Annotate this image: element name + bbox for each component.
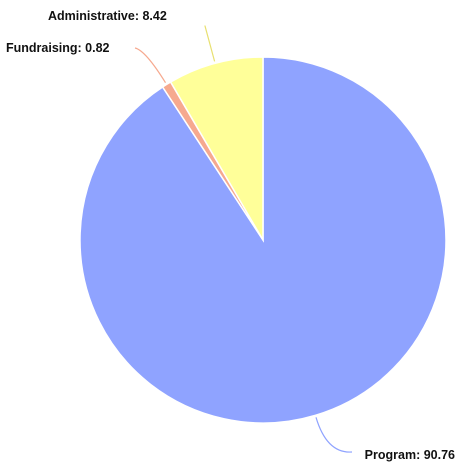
pie-slices: [79, 56, 447, 424]
leader-lines: [134, 25, 353, 453]
leader-fundraising: [134, 47, 167, 84]
label-administrative: Administrative: 8.42: [48, 9, 167, 23]
leader-program: [315, 417, 353, 453]
slice-labels: Program: 90.76 Fundraising: 0.82 Adminis…: [6, 9, 455, 462]
label-program: Program: 90.76: [365, 448, 455, 462]
leader-administrative: [204, 25, 216, 62]
label-fundraising: Fundraising: 0.82: [6, 41, 110, 55]
slice-administrative: [169, 56, 264, 243]
